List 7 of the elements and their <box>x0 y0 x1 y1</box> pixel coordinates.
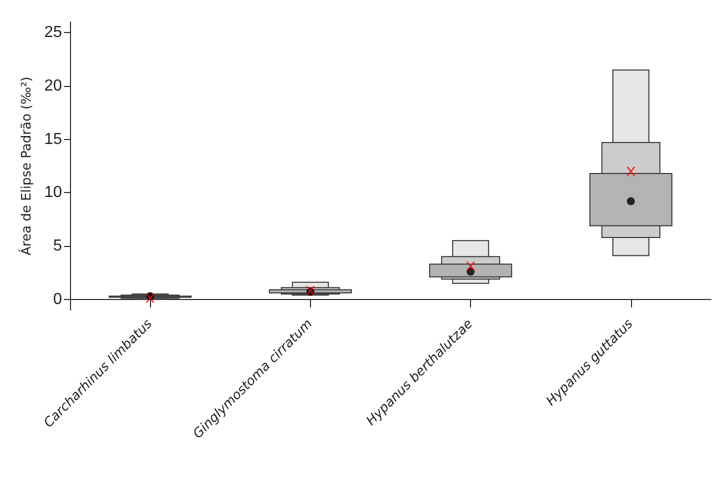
y-axis-title: Área de Elipse Padrão (‰²) <box>17 76 34 256</box>
y-tick-label: 15 <box>44 130 62 148</box>
y-tick-label: 0 <box>53 290 62 308</box>
y-tick-label: 10 <box>44 184 62 202</box>
y-tick-label: 25 <box>44 24 62 42</box>
y-tick-label: 5 <box>53 238 62 254</box>
y-tick-label: 20 <box>44 78 62 94</box>
